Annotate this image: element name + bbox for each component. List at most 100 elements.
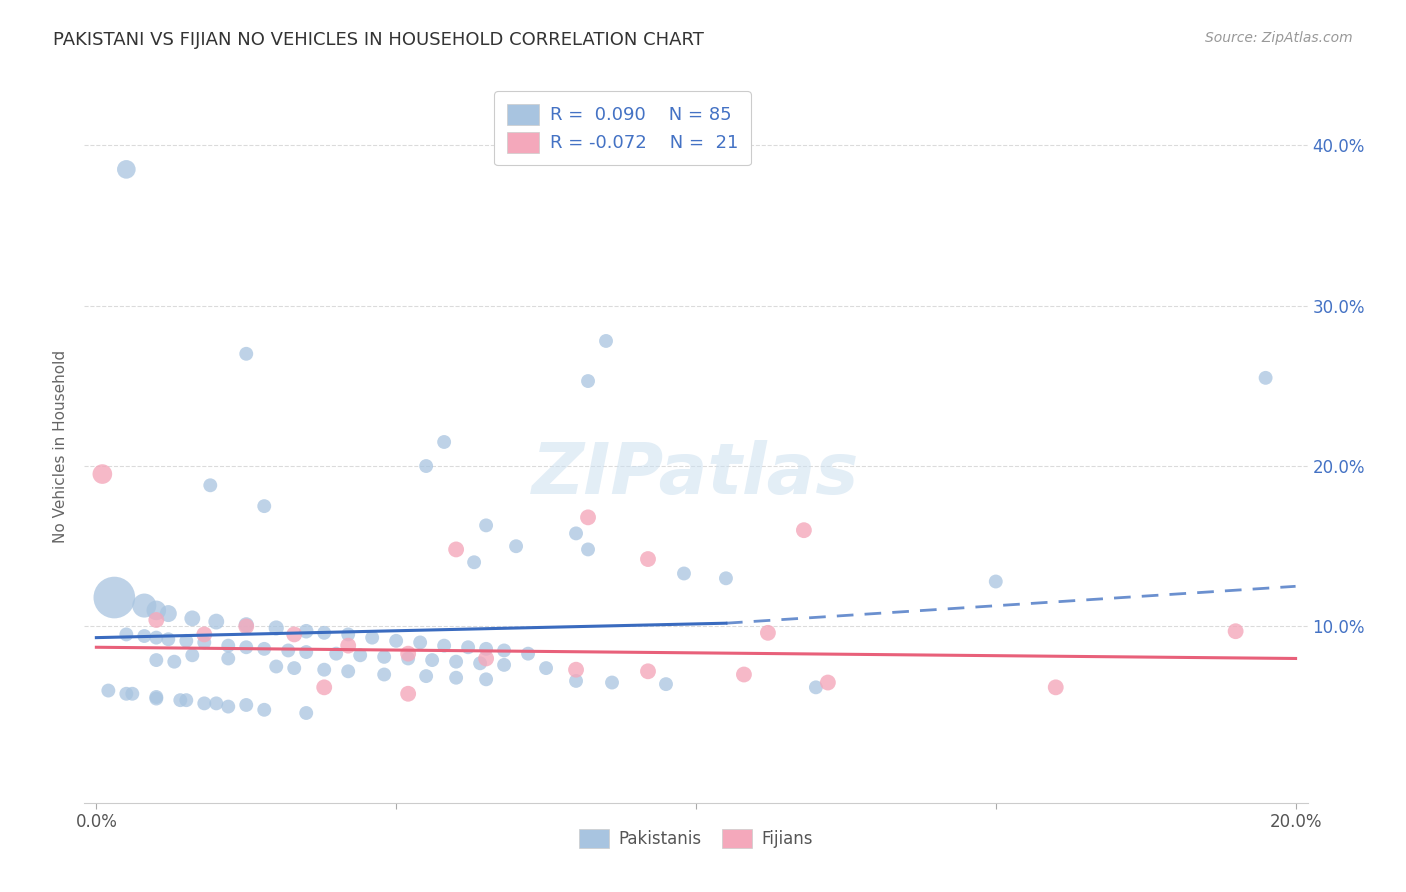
Point <box>576 510 599 524</box>
Point <box>174 693 197 707</box>
Point <box>103 591 125 605</box>
Point <box>565 526 588 541</box>
Point <box>444 542 467 557</box>
Point <box>174 633 197 648</box>
Point <box>494 643 516 657</box>
Point <box>475 673 498 687</box>
Point <box>145 603 167 617</box>
Text: Source: ZipAtlas.com: Source: ZipAtlas.com <box>1205 31 1353 45</box>
Point <box>145 691 167 706</box>
Point <box>145 653 167 667</box>
Point <box>264 659 287 673</box>
Point <box>793 523 815 537</box>
Point <box>595 334 617 348</box>
Point <box>193 627 215 641</box>
Point <box>433 435 456 450</box>
Point <box>314 663 336 677</box>
Point <box>277 643 299 657</box>
Point <box>253 703 276 717</box>
Point <box>235 617 257 632</box>
Point <box>373 667 395 681</box>
Point <box>361 631 384 645</box>
Point <box>420 653 443 667</box>
Point <box>200 478 222 492</box>
Point <box>337 665 360 679</box>
Point <box>337 639 360 653</box>
Point <box>672 566 695 581</box>
Point <box>295 645 318 659</box>
Point <box>235 698 257 712</box>
Point <box>494 657 516 672</box>
Point <box>134 629 156 643</box>
Point <box>600 675 623 690</box>
Point <box>475 651 498 665</box>
Point <box>565 673 588 688</box>
Point <box>396 651 419 665</box>
Point <box>475 641 498 656</box>
Point <box>121 687 143 701</box>
Point <box>714 571 737 585</box>
Point <box>415 669 437 683</box>
Point <box>415 458 437 473</box>
Point <box>217 639 239 653</box>
Point <box>205 697 228 711</box>
Point <box>217 699 239 714</box>
Point <box>433 639 456 653</box>
Point <box>396 647 419 661</box>
Point <box>576 374 599 388</box>
Point <box>733 667 755 681</box>
Point <box>409 635 432 649</box>
Point <box>475 518 498 533</box>
Point <box>1254 371 1277 385</box>
Point <box>576 542 599 557</box>
Legend: Pakistanis, Fijians: Pakistanis, Fijians <box>572 822 820 855</box>
Point <box>1045 681 1067 695</box>
Point <box>517 647 540 661</box>
Point <box>295 706 318 720</box>
Point <box>235 640 257 655</box>
Point <box>396 687 419 701</box>
Y-axis label: No Vehicles in Household: No Vehicles in Household <box>53 350 69 542</box>
Point <box>314 681 336 695</box>
Point <box>193 635 215 649</box>
Point <box>1225 624 1247 639</box>
Point <box>115 162 138 177</box>
Point <box>157 632 180 647</box>
Text: PAKISTANI VS FIJIAN NO VEHICLES IN HOUSEHOLD CORRELATION CHART: PAKISTANI VS FIJIAN NO VEHICLES IN HOUSE… <box>53 31 704 49</box>
Point <box>534 661 557 675</box>
Point <box>565 663 588 677</box>
Point <box>145 613 167 627</box>
Point <box>444 655 467 669</box>
Point <box>217 651 239 665</box>
Point <box>145 690 167 704</box>
Point <box>97 683 120 698</box>
Point <box>235 619 257 633</box>
Point <box>984 574 1007 589</box>
Point <box>145 631 167 645</box>
Point <box>91 467 114 481</box>
Point <box>385 633 408 648</box>
Point <box>163 655 186 669</box>
Point <box>314 625 336 640</box>
Point <box>264 621 287 635</box>
Point <box>253 641 276 656</box>
Point <box>181 648 204 663</box>
Point <box>157 607 180 621</box>
Point <box>295 624 318 639</box>
Point <box>505 539 527 553</box>
Point <box>637 665 659 679</box>
Point <box>235 347 257 361</box>
Point <box>463 555 485 569</box>
Point <box>205 615 228 629</box>
Point <box>349 648 371 663</box>
Point <box>457 640 479 655</box>
Point <box>468 657 491 671</box>
Text: ZIPatlas: ZIPatlas <box>533 440 859 509</box>
Point <box>325 647 347 661</box>
Point <box>193 697 215 711</box>
Point <box>283 661 305 675</box>
Point <box>817 675 839 690</box>
Point <box>115 627 138 641</box>
Point <box>181 611 204 625</box>
Point <box>756 625 779 640</box>
